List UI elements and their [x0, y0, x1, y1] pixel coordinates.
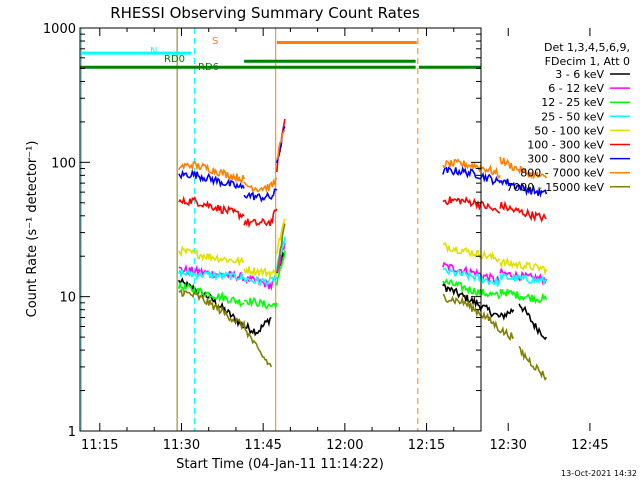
- x-tick-label-0: 11:15: [81, 438, 118, 453]
- legend-label-0: 3 - 6 keV: [555, 68, 604, 81]
- x-tick-label-4: 12:15: [408, 438, 445, 453]
- series-5-segment-0: [178, 195, 245, 222]
- series-2-segment-4: [499, 288, 548, 305]
- series-6-segment-4: [499, 178, 548, 198]
- series-4-segment-3: [442, 241, 501, 263]
- series-5-segment-1: [243, 208, 278, 229]
- series-5-segment-4: [499, 200, 547, 223]
- y-tick-label-1: 10: [59, 291, 76, 306]
- series-8-segment-2: [442, 293, 515, 342]
- series-7-segment-2: [276, 129, 286, 160]
- legend-label-2: 12 - 25 keV: [541, 96, 604, 109]
- y-tick-label-3: 1000: [43, 22, 76, 37]
- legend-label-3: 25 - 50 keV: [541, 110, 604, 123]
- legend-label-6: 300 - 800 keV: [527, 153, 604, 166]
- x-axis-label: Start Time (04-Jan-11 11:14:22): [176, 457, 384, 472]
- chart-title: RHESSI Observing Summary Count Rates: [110, 4, 420, 22]
- series-6-segment-1: [243, 188, 278, 203]
- series-4-segment-2: [276, 218, 286, 255]
- series-3-segment-0: [178, 268, 245, 282]
- flag-label-n: N: [150, 46, 157, 57]
- series-7-segment-3: [442, 158, 501, 180]
- series-3-segment-1: [243, 275, 278, 288]
- legend-header-1: FDecim 1, Att 0: [545, 55, 630, 68]
- x-tick-label-5: 12:30: [489, 438, 526, 453]
- series-7-segment-1: [243, 177, 278, 194]
- legend-header-0: Det 1,3,4,5,6,9,: [544, 41, 630, 54]
- series-1-segment-2: [276, 243, 286, 273]
- series-0-segment-2: [442, 281, 515, 321]
- series-2-segment-0: [178, 282, 245, 308]
- legend: Det 1,3,4,5,6,9,FDecim 1, Att 03 - 6 keV…: [506, 41, 630, 194]
- series-8-segment-3: [518, 345, 548, 381]
- series-1-segment-4: [499, 267, 548, 286]
- x-tick-label-2: 11:45: [244, 438, 281, 453]
- series-6-segment-0: [178, 168, 245, 190]
- series-3-segment-2: [276, 236, 286, 270]
- series-5-segment-3: [442, 195, 501, 214]
- y-tick-label-0: 1: [68, 425, 76, 440]
- series-7-segment-4: [499, 156, 548, 180]
- series-0-segment-3: [518, 303, 548, 341]
- series-4-segment-1: [243, 266, 278, 280]
- series-2-segment-3: [442, 278, 501, 300]
- series-8-segment-0: [178, 288, 273, 368]
- y-axis-label: Count Rate (s⁻¹ detector⁻¹): [25, 141, 40, 318]
- series-1-segment-3: [442, 261, 501, 285]
- series-2-segment-2: [276, 250, 286, 286]
- flag-label-s: S: [212, 36, 218, 47]
- flag-label-rd0: RD0: [164, 54, 185, 65]
- series-4-segment-0: [178, 244, 245, 268]
- series-3-segment-4: [499, 272, 547, 287]
- series-8-segment-1: [276, 223, 286, 273]
- y-tick-label-2: 100: [51, 156, 76, 171]
- series-3-segment-3: [442, 266, 501, 287]
- series-7-segment-0: [178, 161, 245, 185]
- x-tick-label-6: 12:45: [571, 438, 608, 453]
- x-tick-label-3: 12:00: [326, 438, 363, 453]
- series-6-segment-3: [442, 165, 501, 186]
- legend-label-1: 6 - 12 keV: [548, 82, 604, 95]
- footer-timestamp: 13-Oct-2021 14:32: [561, 469, 637, 478]
- plot-frame: [79, 27, 482, 432]
- series-2-segment-1: [244, 296, 278, 311]
- flag-label-rd6: RD6: [198, 62, 219, 73]
- legend-label-8: 7000 - 15000 keV: [506, 181, 604, 194]
- legend-label-5: 100 - 300 keV: [527, 139, 604, 152]
- legend-label-4: 50 - 100 keV: [534, 124, 604, 137]
- x-tick-label-1: 11:30: [163, 438, 200, 453]
- series-4-segment-4: [499, 256, 548, 276]
- legend-label-7: 800 - 7000 keV: [520, 167, 604, 180]
